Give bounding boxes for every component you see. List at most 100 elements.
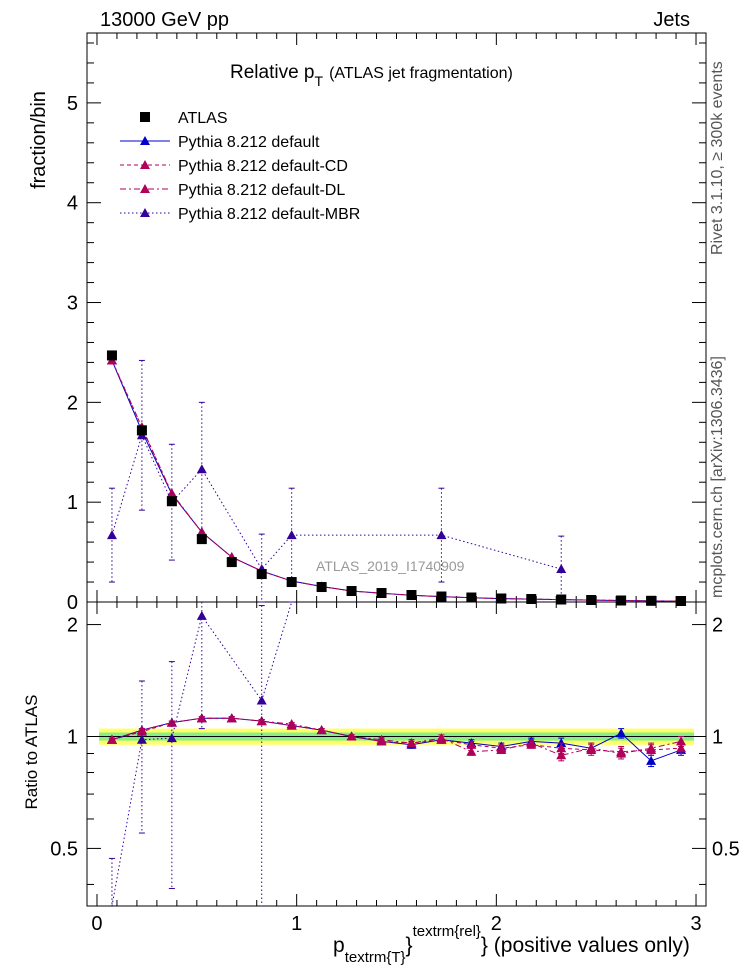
ratio-line-mbr xyxy=(111,601,293,907)
ratio-plot-frame xyxy=(86,601,707,907)
y-tick-label-ratio-right: 0.5 xyxy=(712,838,740,860)
y-tick-label-main: 1 xyxy=(67,492,78,514)
ratio-point-mbr xyxy=(196,610,207,620)
y-tick-label-main: 0 xyxy=(67,592,78,614)
ratio-point-default xyxy=(646,755,657,765)
ratio-point-dl xyxy=(346,731,357,741)
main-point-atlas xyxy=(166,496,177,507)
main-point-atlas xyxy=(646,595,657,606)
legend-marker-mbr xyxy=(140,208,150,217)
main-point-mbr xyxy=(196,464,207,474)
legend-label: Pythia 8.212 default-CD xyxy=(178,158,348,175)
main-point-atlas xyxy=(286,577,297,588)
xlabel-brace: } xyxy=(406,934,413,957)
ratio-point-cd xyxy=(466,739,477,749)
main-point-atlas xyxy=(526,594,537,605)
main-point-mbr xyxy=(106,530,117,540)
y-tick-label-ratio-right: 2 xyxy=(712,615,723,637)
ratio-line-default xyxy=(111,717,682,762)
legend-label: Pythia 8.212 default xyxy=(178,134,320,151)
ratio-point-dl xyxy=(556,750,567,760)
legend-label: Pythia 8.212 default-MBR xyxy=(178,206,360,223)
ratio-point-dl xyxy=(586,743,597,753)
title-sub: T xyxy=(315,73,324,89)
plot-title: Relative pT (ATLAS jet fragmentation) xyxy=(230,62,513,89)
ratio-point-mbr xyxy=(166,733,177,743)
main-point-atlas xyxy=(496,593,507,604)
x-tick-label: 0 xyxy=(91,913,102,935)
ratio-point-mbr xyxy=(256,695,267,705)
y-tick-label-main: 2 xyxy=(67,392,78,414)
side-text-bottom: mcplots.cern.ch [arXiv:1306.3436] xyxy=(709,356,726,598)
ratio-point-dl xyxy=(196,713,207,723)
y-tick-label-ratio-left: 1 xyxy=(67,726,78,748)
xlabel-sup: textrm{rel} xyxy=(413,923,481,940)
main-point-atlas xyxy=(436,591,447,602)
y-tick-label-main: 4 xyxy=(67,193,78,215)
main-point-atlas xyxy=(136,425,147,436)
legend-label: Pythia 8.212 default-DL xyxy=(178,182,345,199)
ratio-line-cd xyxy=(111,717,682,753)
header-right: Jets xyxy=(653,9,690,31)
ratio-point-dl xyxy=(616,748,627,758)
xlabel-rest: } (positive values only) xyxy=(481,934,690,957)
side-text-top: Rivet 3.1.10, ≥ 300k events xyxy=(709,61,726,255)
ratio-point-dl xyxy=(316,725,327,735)
legend-marker-default xyxy=(140,136,150,145)
legend-marker-cd xyxy=(140,160,150,169)
title-rest: (ATLAS jet fragmentation) xyxy=(329,65,513,82)
x-tick-label: 3 xyxy=(690,913,701,935)
ratio-point-dl xyxy=(256,716,267,726)
y-axis-label-main: fraction/bin xyxy=(28,91,50,189)
ratio-point-dl xyxy=(646,743,657,753)
ratio-point-dl xyxy=(466,746,477,756)
ratio-point-default xyxy=(616,728,627,738)
x-tick-label: 2 xyxy=(491,913,502,935)
main-point-atlas xyxy=(676,596,687,607)
main-point-atlas xyxy=(256,569,267,580)
y-tick-label-ratio-right: 1 xyxy=(712,726,723,748)
ratio-point-dl xyxy=(286,719,297,729)
xlabel-sub: textrm{T} xyxy=(345,949,406,966)
legend-marker-dl xyxy=(140,184,150,193)
ratio-point-dl xyxy=(526,738,537,748)
legend-marker-atlas xyxy=(140,112,150,122)
main-point-atlas xyxy=(616,595,627,606)
y-tick-label-ratio-left: 2 xyxy=(67,615,78,637)
ratio-point-mbr xyxy=(136,734,147,744)
main-point-atlas xyxy=(226,557,237,568)
main-point-atlas xyxy=(586,595,597,606)
y-tick-label-ratio-left: 0.5 xyxy=(50,838,78,860)
main-point-atlas xyxy=(346,586,357,597)
ratio-point-cd xyxy=(676,743,687,753)
ratio-point-dl xyxy=(436,733,447,743)
main-line-mbr xyxy=(111,433,562,570)
y-axis-label-ratio: Ratio to ATLAS xyxy=(22,695,41,810)
ratio-point-dl xyxy=(226,713,237,723)
ratio-point-dl xyxy=(496,744,507,754)
main-point-atlas xyxy=(196,534,207,545)
y-tick-label-main: 5 xyxy=(67,93,78,115)
main-point-atlas xyxy=(406,590,417,601)
ratio-point-dl xyxy=(376,734,387,744)
main-point-atlas xyxy=(316,582,327,593)
header-left: 13000 GeV pp xyxy=(100,9,229,31)
main-point-mbr xyxy=(436,530,447,540)
ratio-point-dl xyxy=(676,736,687,746)
legend-label: ATLAS xyxy=(178,110,228,127)
title-main: Relative p xyxy=(230,62,315,83)
analysis-watermark: ATLAS_2019_I1740909 xyxy=(316,558,465,574)
main-point-mbr xyxy=(556,564,567,574)
x-axis-label: ptextrm{T}}textrm{rel}} (positive values… xyxy=(333,923,690,966)
ratio-line-dl xyxy=(111,717,682,756)
x-tick-label: 1 xyxy=(291,913,302,935)
main-point-atlas xyxy=(466,592,477,603)
main-point-atlas xyxy=(376,588,387,599)
ratio-point-dl xyxy=(106,734,117,744)
y-tick-label-main: 3 xyxy=(67,293,78,315)
main-point-atlas xyxy=(556,594,567,605)
main-point-atlas xyxy=(106,350,117,361)
xlabel-p: p xyxy=(333,934,345,957)
ratio-point-dl xyxy=(406,738,417,748)
